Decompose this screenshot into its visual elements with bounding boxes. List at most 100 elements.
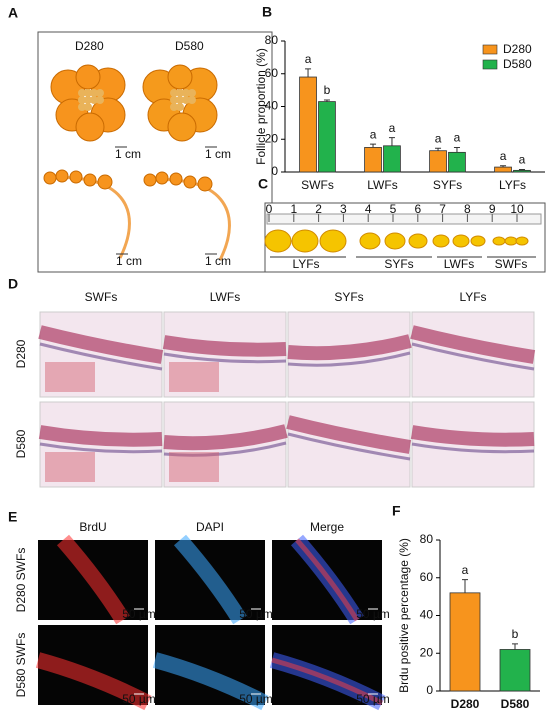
ruler-label: 4 [365,202,372,216]
scale-label: 50 µm [239,607,273,621]
bar [513,169,531,173]
error-bar [305,68,312,78]
tissue-band [163,424,288,451]
row-label: D280 [14,339,28,368]
group-label: SWFs [495,257,528,271]
significance-letter: b [512,627,519,641]
small-follicle [96,89,104,97]
bar [383,145,401,173]
x-tick-label: LYFs [499,178,526,192]
y-tick-label: 40 [420,608,434,622]
yolk-follicle [408,233,428,249]
yolk-follicle [504,236,518,246]
ruler-label: 1 [290,202,297,216]
follicle [75,64,101,90]
tissue-layer [287,432,411,461]
group-label: D580 [175,39,204,53]
yolk-follicle [492,236,506,246]
small-follicle [176,89,184,97]
column-label: SYFs [334,290,363,304]
fluorescence-band [35,652,152,711]
column-label: LWFs [210,290,240,304]
follicle [69,170,83,184]
follicle [43,171,57,185]
legend-label: D280 [503,42,532,56]
error-bar [435,147,442,151]
tissue-band [38,425,163,447]
y-tick-label: 0 [426,683,433,697]
y-tick-label: 20 [265,131,279,145]
scale-label: 50 µm [122,607,156,621]
group-label: D280 [75,39,104,53]
follicle [197,176,213,192]
significance-letter: a [462,563,469,577]
significance-letter: b [324,83,331,97]
blood-region [45,452,95,482]
tissue-layer [287,351,411,367]
bar [429,150,447,173]
small-follicle [78,103,86,111]
column-label: DAPI [196,520,224,534]
x-tick-label: D580 [501,697,530,711]
small-follicle [170,103,178,111]
error-bar [453,146,460,153]
fluorescence-band [271,657,384,706]
y-tick-label: 60 [420,570,434,584]
legend-swatch [482,59,498,70]
follicle [75,112,105,142]
ruler-label: 8 [464,202,471,216]
ruler [266,213,542,225]
scale-label: 1 cm [205,254,231,268]
scale-label: 1 cm [116,254,142,268]
tissue-layer [39,342,163,371]
follicle [155,171,169,185]
panel-letter: B [262,4,272,20]
yolk-follicle [515,236,529,246]
y-tick-label: 40 [265,99,279,113]
error-bar [462,579,468,593]
small-follicle [182,89,190,97]
scale-label: 1 cm [115,147,141,161]
error-bar [512,643,518,650]
ruler-label: 10 [510,202,524,216]
y-tick-label: 80 [265,33,279,47]
yolk-follicle [470,235,486,247]
ruler-label: 3 [340,202,347,216]
ruler-label: 9 [489,202,496,216]
tissue-layer [163,441,287,457]
fluorescence-band [152,652,269,711]
scale-label: 50 µm [239,692,273,706]
tissue-layer [39,442,163,454]
panel-letter: F [392,503,401,519]
column-label: Merge [310,520,344,534]
small-follicle [176,96,184,104]
follicle [183,175,197,189]
small-follicle [84,89,92,97]
x-tick-label: SYFs [433,178,462,192]
small-follicle [96,96,104,104]
panel-letter: E [8,509,17,525]
tissue-band [287,334,412,361]
yolk-follicle [359,232,381,250]
y-axis-title: Brdu positive percentage (%) [397,538,411,693]
fluorescence-band [173,534,247,625]
scale-label: 50 µm [356,607,390,621]
blood-region [45,362,95,392]
error-bar [518,169,525,171]
small-follicle [188,89,196,97]
row-label: D280 SWFs [14,548,28,613]
panel-a-frame [37,31,273,273]
follicle [97,174,113,190]
yolk-follicle [432,234,450,248]
scale-label: 1 cm [205,147,231,161]
y-tick-label: 80 [420,532,434,546]
blood-region [169,362,219,392]
fluorescence-band [56,534,130,625]
ruler-label: 7 [439,202,446,216]
tissue-band [286,415,412,454]
yolk-follicle [452,234,470,248]
ruler-label: 6 [414,202,421,216]
small-follicle [188,96,196,104]
follicle [167,64,193,90]
group-label: LWFs [444,257,474,271]
